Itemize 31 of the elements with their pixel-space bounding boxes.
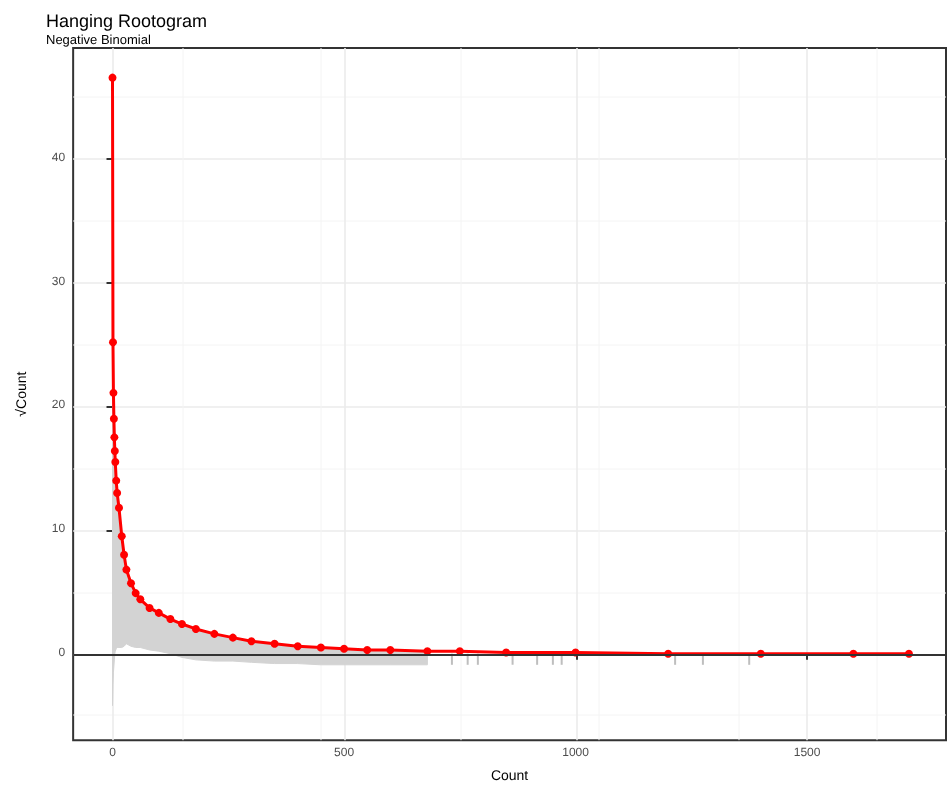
chart-title: Hanging Rootogram bbox=[46, 11, 208, 31]
point bbox=[316, 643, 325, 652]
point bbox=[270, 639, 279, 648]
point bbox=[109, 388, 118, 397]
point bbox=[136, 595, 145, 604]
point bbox=[108, 338, 117, 347]
point bbox=[110, 433, 119, 442]
point bbox=[111, 458, 120, 467]
point bbox=[131, 589, 140, 598]
point bbox=[386, 645, 395, 654]
point bbox=[108, 73, 117, 82]
point bbox=[154, 608, 163, 617]
point bbox=[120, 550, 129, 559]
point bbox=[166, 615, 175, 624]
point bbox=[112, 476, 121, 485]
point bbox=[210, 629, 219, 638]
point bbox=[122, 565, 131, 574]
point bbox=[145, 603, 154, 612]
point bbox=[113, 488, 122, 497]
point bbox=[247, 637, 256, 646]
point bbox=[363, 645, 372, 654]
point bbox=[340, 644, 349, 653]
point bbox=[177, 620, 186, 629]
point bbox=[191, 624, 200, 633]
point bbox=[109, 414, 118, 423]
point bbox=[228, 633, 237, 642]
point bbox=[127, 579, 136, 588]
point bbox=[293, 642, 302, 651]
point bbox=[117, 532, 126, 541]
point bbox=[110, 446, 119, 455]
point bbox=[115, 503, 123, 512]
